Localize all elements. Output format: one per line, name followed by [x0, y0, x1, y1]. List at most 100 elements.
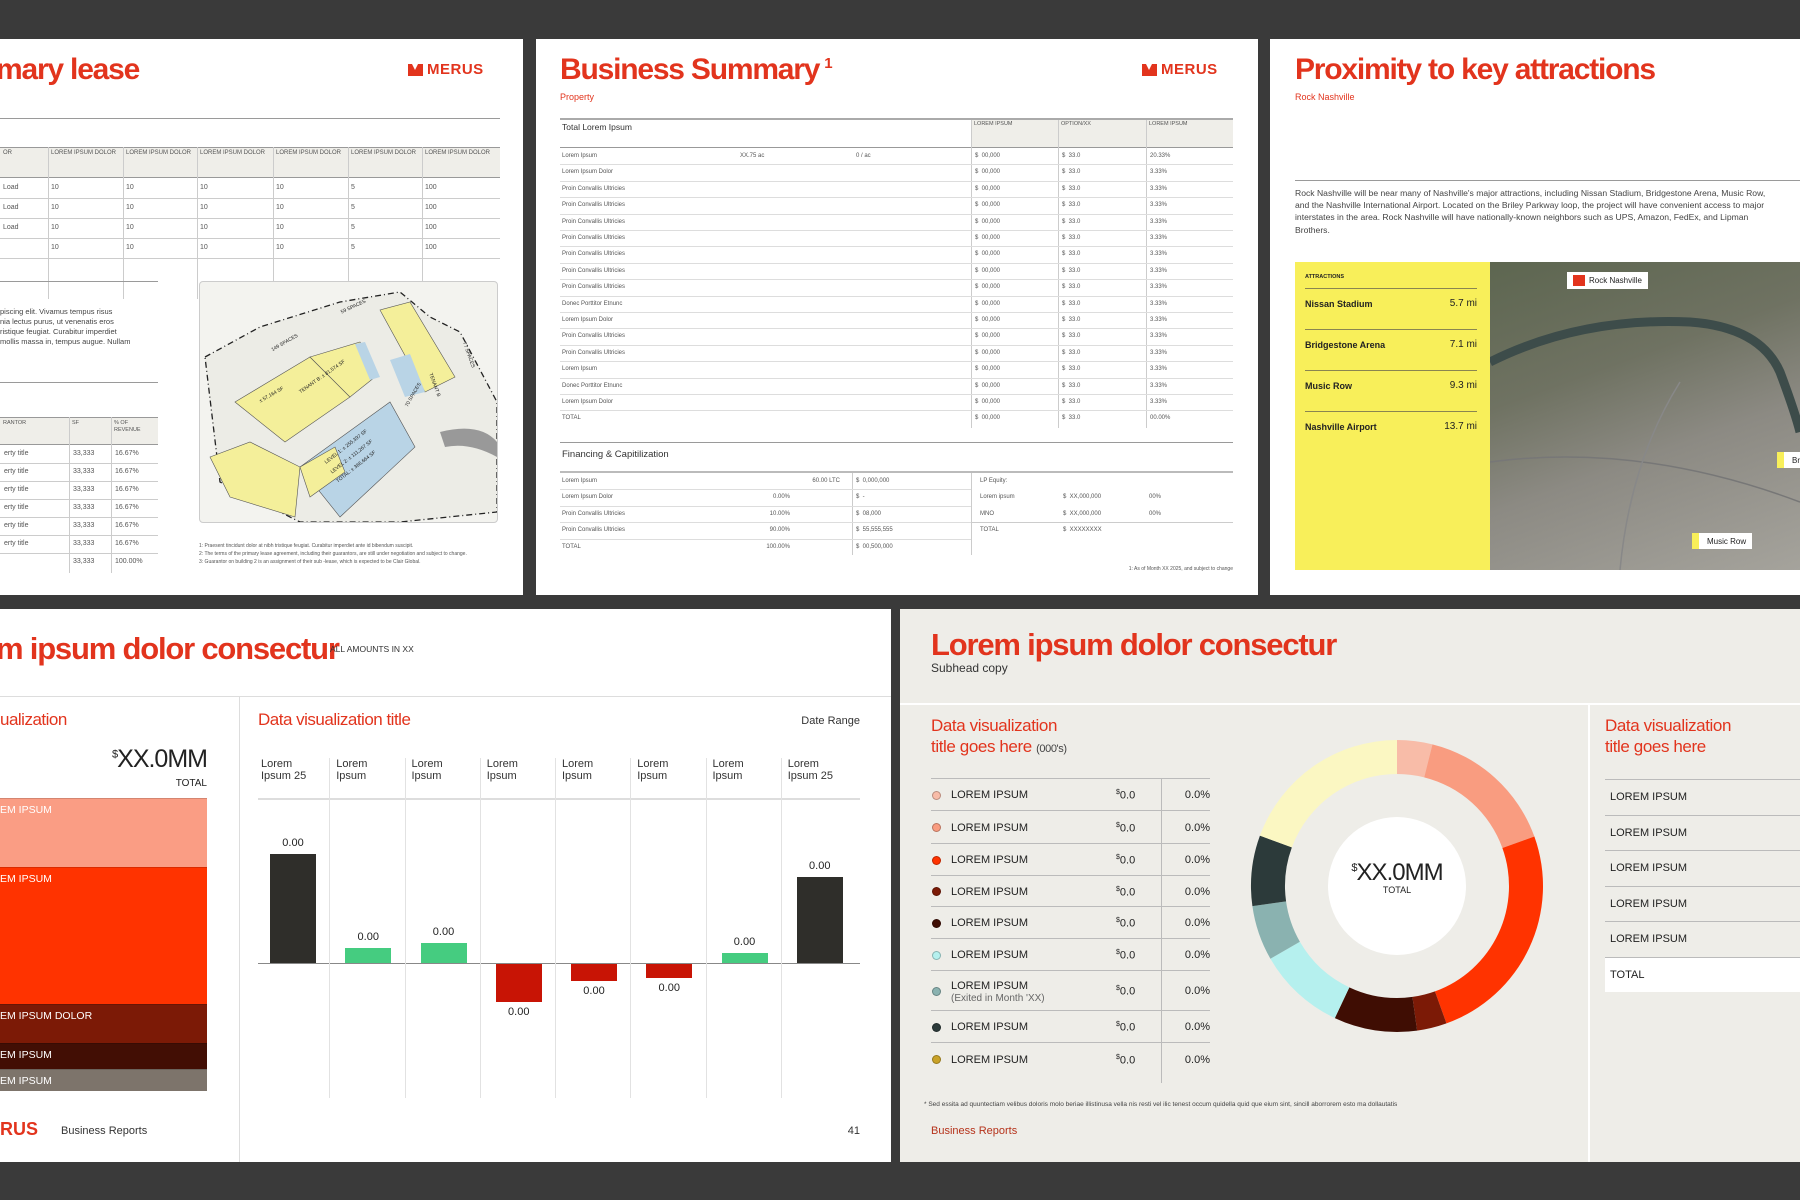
list-item[interactable]: LOREM IPSUM	[1605, 885, 1800, 922]
map-pin-music-row[interactable]: Music Row	[1692, 533, 1753, 549]
bar[interactable]	[345, 948, 392, 963]
pin-label: Bric	[1792, 455, 1800, 465]
bar[interactable]	[420, 943, 467, 963]
map-pin-bridgestone[interactable]: Bric	[1777, 452, 1800, 468]
legend-row[interactable]: LOREM IPSUM $0.0 0.0%	[931, 1010, 1210, 1042]
panel-divider	[1588, 703, 1590, 1162]
map-pin-rock-nashville[interactable]: Rock Nashville	[1567, 272, 1648, 289]
stack-segment: EM IPSUM	[0, 1069, 207, 1092]
donut-slice[interactable]	[1412, 991, 1447, 1031]
legend-row[interactable]: LOREM IPSUM $0.0 0.0%	[931, 1042, 1210, 1075]
segment-label: EM IPSUM	[0, 804, 52, 816]
table-header-shade	[971, 120, 1233, 147]
aerial-map[interactable]: Rock Nashville Bric Music Row	[1490, 262, 1800, 570]
attraction-row[interactable]: Nissan Stadium 5.7 mi	[1305, 288, 1477, 329]
legend-row[interactable]: LOREM IPSUM $0.0 0.0%	[931, 906, 1210, 938]
legend-percent: 0.0%	[1184, 854, 1210, 866]
segment-label: EM IPSUM	[0, 1049, 52, 1062]
bar[interactable]	[796, 876, 843, 963]
table-cell: 10	[51, 224, 59, 231]
equity-amount: $ XX,000,000	[1063, 510, 1102, 517]
table-cell: $ 33.0	[1062, 284, 1081, 291]
donut-slice[interactable]	[1334, 987, 1418, 1032]
attraction-row[interactable]: Bridgestone Arena 7.1 mi	[1305, 329, 1477, 370]
list-item[interactable]: LOREM IPSUM	[1605, 814, 1800, 851]
table-cell: 10	[126, 184, 134, 191]
page-primary-lease: mary lease MERUS OR LOREM IPSUM DOLOR LORE…	[0, 39, 523, 595]
merus-m-icon	[1573, 275, 1585, 286]
row-divider	[560, 295, 1233, 297]
row-label: Proin Convallis Ultricies	[562, 185, 626, 192]
attraction-distance: 9.3 mi	[1449, 380, 1477, 391]
site-plan-drawing	[204, 291, 497, 522]
column-divider	[705, 758, 707, 1098]
row-divider	[560, 246, 1233, 248]
column-divider	[273, 147, 274, 299]
bar[interactable]	[495, 964, 542, 1002]
legend-label: LOREM IPSUM	[951, 885, 1029, 898]
currency: $	[1116, 821, 1120, 829]
summary-table: Total Lorem Ipsum LOREM IPSUM OPTION/XX LOR…	[560, 118, 1233, 438]
value-text: 0.0	[1119, 886, 1136, 899]
row-label: Donec Porttitor Etnunc	[562, 300, 623, 307]
category-label: Lorem Ipsum	[637, 758, 669, 782]
page-subtitle: Property	[560, 92, 595, 102]
table-cell: 3.33%	[1150, 169, 1168, 176]
row-divider	[560, 279, 1233, 281]
table-cell: 33,333	[73, 558, 95, 565]
table-title: Total Lorem Ipsum	[562, 122, 632, 132]
bar[interactable]	[571, 964, 617, 982]
list-item[interactable]: LOREM IPSUM	[1605, 921, 1800, 957]
column-divider	[971, 473, 972, 555]
donut-slice[interactable]	[1434, 836, 1543, 1024]
bar[interactable]	[721, 952, 768, 963]
row-divider	[0, 481, 158, 482]
stack-total-label: TOTAL	[175, 778, 207, 789]
bar[interactable]	[270, 853, 316, 963]
table-cell: 10	[200, 184, 208, 191]
page-donut: Lorem ipsum dolor consectur Subhead copy…	[900, 609, 1800, 1162]
legend-row[interactable]: LOREM IPSUM $0.0 0.0%	[931, 778, 1210, 810]
date-range[interactable]: Date Range	[801, 715, 860, 727]
donut-slice[interactable]	[1270, 941, 1350, 1019]
column-header: LOREM IPSUM	[974, 121, 1013, 127]
legend-row[interactable]: LOREM IPSUM $0.0 0.0%	[931, 875, 1210, 906]
value-text: 0.0	[1119, 1021, 1136, 1034]
legend-swatch-icon	[932, 918, 941, 928]
attraction-row[interactable]: Nashville Airport 13.7 mi	[1305, 411, 1477, 452]
legend-row[interactable]: LOREM IPSUM $0.0 0.0%	[931, 843, 1210, 875]
donut-slice[interactable]	[1424, 744, 1535, 849]
acreage: XX.75 ac	[740, 153, 765, 159]
column-header: LOREM IPSUM DOLOR	[200, 150, 266, 156]
legend-value: $0.0	[1116, 949, 1135, 962]
equity-amount: $ XX,000,000	[1063, 494, 1102, 501]
legend-row[interactable]: LOREM IPSUM $0.0 0.0%	[931, 810, 1210, 843]
attraction-row[interactable]: Music Row 9.3 mi	[1305, 370, 1477, 411]
legend-percent: 0.0%	[1184, 1021, 1210, 1033]
currency: $	[1116, 1021, 1120, 1028]
donut-slice[interactable]	[1259, 740, 1397, 848]
row-label: Proin Convallis Ultricies	[562, 333, 626, 340]
attractions-panel: ATTRACTIONS Nissan Stadium 5.7 mi Bridgest…	[1295, 262, 1490, 570]
data-label: 0.00	[809, 859, 831, 872]
donut-slice[interactable]	[1397, 740, 1433, 778]
column-divider	[479, 758, 481, 1098]
legend-row[interactable]: LOREM IPSUM (Exited in Month 'XX) $0.0 0.0%	[931, 970, 1210, 1010]
table-cell: 33,333	[73, 486, 95, 493]
table-cell: 100	[425, 224, 437, 231]
title-text: Business Summary	[560, 53, 820, 86]
donut-slice[interactable]	[1252, 901, 1300, 959]
total-row[interactable]: TOTAL	[1605, 956, 1800, 992]
intro-paragraph: Rock Nashville will be near many of Nash…	[1295, 188, 1766, 235]
column-divider	[48, 147, 49, 299]
legend-row[interactable]: LOREM IPSUM $0.0 0.0%	[931, 938, 1210, 970]
table-cell: 10	[51, 244, 59, 251]
table-cell: 10	[51, 184, 59, 191]
list-item[interactable]: LOREM IPSUM	[1605, 779, 1800, 815]
row-label: Proin Convallis Ultricies	[562, 527, 626, 534]
page-title: m ipsum dolor consectur	[0, 631, 340, 666]
column-divider	[1146, 120, 1147, 428]
list-item[interactable]: LOREM IPSUM	[1605, 850, 1800, 886]
bar[interactable]	[646, 964, 693, 978]
donut-slice[interactable]	[1251, 835, 1292, 907]
